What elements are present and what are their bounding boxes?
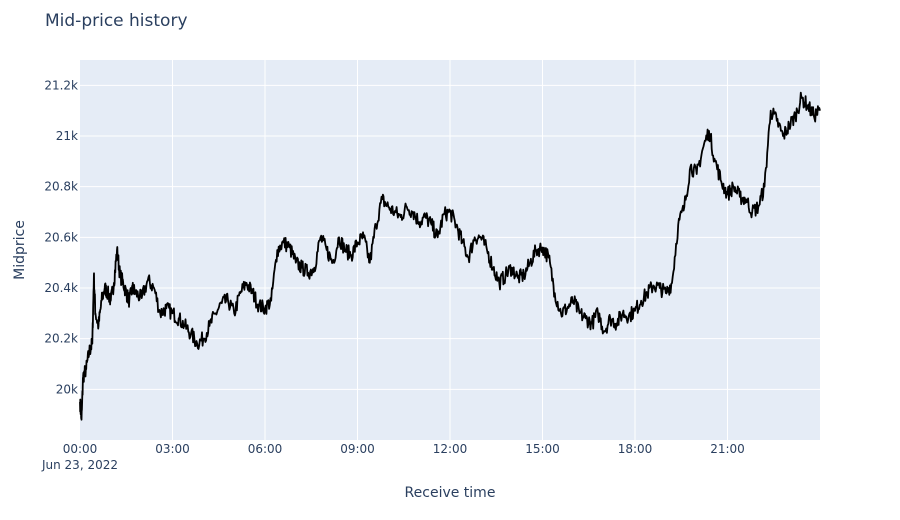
x-tick-label: 06:00 xyxy=(248,442,283,456)
y-tick-label: 21.2k xyxy=(44,78,78,92)
x-axis-title: Receive time xyxy=(405,485,496,501)
y-tick-label: 21k xyxy=(56,129,78,143)
x-tick-label: 03:00 xyxy=(155,442,190,456)
y-tick-label: 20.2k xyxy=(44,332,78,346)
y-tick-label: 20k xyxy=(56,382,78,396)
y-tick-label: 20.4k xyxy=(44,281,78,295)
midprice-line xyxy=(79,91,821,421)
x-tick-label: 15:00 xyxy=(525,442,560,456)
y-tick-label: 20.6k xyxy=(44,230,78,244)
x-tick-label: 09:00 xyxy=(340,442,375,456)
x-tick-label: 12:00 xyxy=(433,442,468,456)
y-axis-title: Midprice xyxy=(12,220,28,280)
chart-title: Mid-price history xyxy=(45,11,188,31)
x-tick-label: 21:00 xyxy=(710,442,745,456)
x-tick-label: 00:00 xyxy=(63,442,98,456)
x-gridlines xyxy=(172,60,728,440)
x-tick-labels: 00:00 03:00 06:00 09:00 12:00 15:00 18:00 21:00 xyxy=(63,442,745,456)
x-tick-label: 18:00 xyxy=(618,442,653,456)
y-tick-labels: 20k 20.2k 20.4k 20.6k 20.8k 21k 21.2k xyxy=(44,78,78,396)
y-tick-label: 20.8k xyxy=(44,180,78,194)
x-date-label: Jun 23, 2022 xyxy=(41,458,118,472)
